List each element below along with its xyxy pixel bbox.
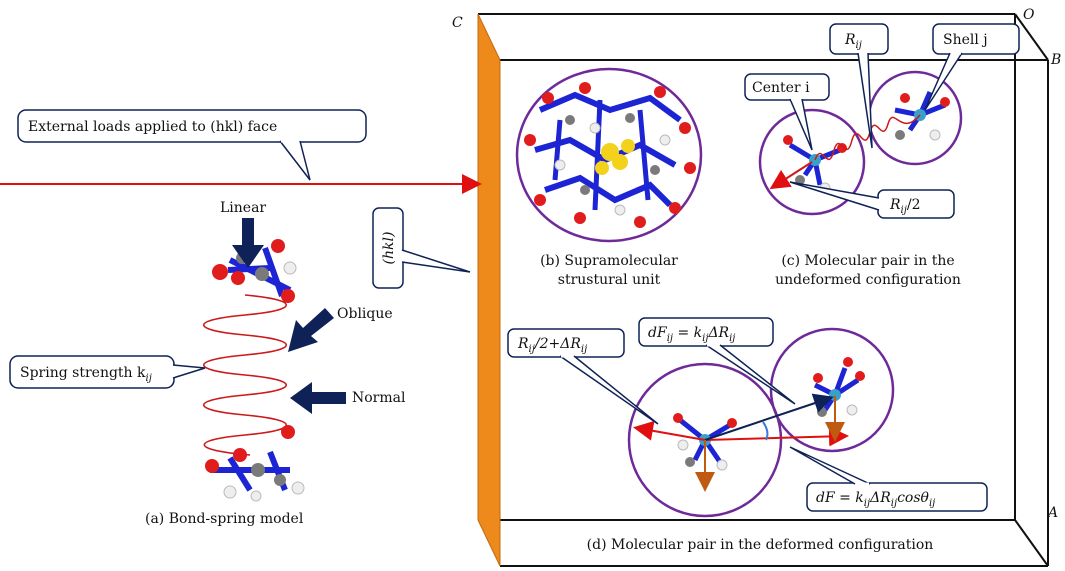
df-sub1: ij xyxy=(864,498,870,509)
r-plus-dr-mid: /2+ΔR xyxy=(533,336,581,352)
caption-b-line1: (b) Supramolecular xyxy=(540,253,678,269)
r-ij-half-sub: ij xyxy=(901,205,907,216)
corner-o: O xyxy=(1023,7,1035,23)
normal-arrow xyxy=(290,382,346,414)
spring-coil xyxy=(203,294,287,456)
r-plus-dr-r: R xyxy=(517,336,529,352)
r-ij-callout: Rij xyxy=(829,23,889,149)
corner-c: C xyxy=(452,15,463,31)
svg-text:Rij/2: Rij/2 xyxy=(889,197,920,216)
df-mid: ΔR xyxy=(869,490,891,506)
svg-text:Rij/2+ΔRij: Rij/2+ΔRij xyxy=(517,336,587,355)
oblique-label: Oblique xyxy=(337,306,393,322)
df-cos: cosθ xyxy=(897,490,929,506)
hkl-label: (hkl) xyxy=(381,232,397,265)
external-loads-callout: External loads applied to (hkl) face xyxy=(17,109,367,181)
df-ij-rhs: = k xyxy=(673,325,702,341)
df-ij-callout: dFij = kijΔRij xyxy=(638,317,796,405)
oblique-arrow xyxy=(288,308,334,352)
svg-text:dFij = kijΔRij: dFij = kijΔRij xyxy=(648,325,735,344)
shell-j-label: Shell j xyxy=(943,32,988,48)
shell-j-callout: Shell j xyxy=(924,23,1020,111)
caption-c-line2: undeformed configuration xyxy=(775,272,961,288)
spring-strength-label: Spring strength k xyxy=(20,365,146,381)
r-ij-half-tail: /2 xyxy=(907,197,921,213)
center-i-callout: Center i xyxy=(744,73,830,151)
df-sub3: ij xyxy=(929,498,935,509)
undeformed-pair: Center i Rij Shell j Rij/2 (c) Molecular… xyxy=(744,23,1020,288)
r-plus-dr-callout: Rij/2+ΔRij xyxy=(507,328,659,425)
svg-text:Spring strength kij: Spring strength kij xyxy=(20,365,152,384)
shell-molecule xyxy=(894,91,950,141)
spring-strength-callout: Spring strength kij xyxy=(9,355,206,389)
corner-a: A xyxy=(1046,505,1058,521)
caption-b-line2: strustural unit xyxy=(558,272,661,288)
deformed-axis-arrow xyxy=(704,393,834,441)
hkl-callout: (hkl) xyxy=(372,207,471,289)
deformed-r-half-arrow xyxy=(633,420,706,441)
external-loads-label: External loads applied to (hkl) face xyxy=(28,119,277,135)
caption-a: (a) Bond-spring model xyxy=(145,511,304,527)
undeformed-spring xyxy=(814,114,921,161)
center-i-label: Center i xyxy=(752,80,810,96)
bottom-molecule xyxy=(205,425,305,502)
spring-strength-sub: ij xyxy=(146,373,152,384)
r-plus-dr-sub2: ij xyxy=(581,344,587,355)
deformed-shell-molecule xyxy=(813,357,865,417)
supramolecular-unit: (b) Supramolecular strustural unit xyxy=(515,67,703,288)
df-ij-lhs: dF xyxy=(648,325,668,341)
theta-arc xyxy=(762,421,769,441)
linear-label: Linear xyxy=(220,200,266,216)
hkl-face xyxy=(477,13,501,567)
r-ij-label: R xyxy=(844,32,856,48)
caption-c-line1: (c) Molecular pair in the xyxy=(781,253,954,269)
normal-label: Normal xyxy=(352,390,406,406)
svg-text:Rij: Rij xyxy=(844,32,862,51)
deformed-pair: Rij/2+ΔRij dFij = kijΔRij dF = kijΔRijco… xyxy=(507,317,988,553)
df-callout: dF = kijΔRijcosθij xyxy=(789,446,988,512)
r-ij-half-label: R xyxy=(889,197,901,213)
linear-arrow xyxy=(232,218,264,268)
df-ij-tail: ΔR xyxy=(707,325,729,341)
r-ij-half-callout: Rij/2 xyxy=(789,181,955,219)
r-plus-dr-sub: ij xyxy=(529,344,535,355)
df-sub2: ij xyxy=(891,498,897,509)
r-ij-sub: ij xyxy=(856,40,862,51)
df-ij-rhs-sub: ij xyxy=(702,333,708,344)
caption-d: (d) Molecular pair in the deformed confi… xyxy=(587,537,934,553)
corner-b: B xyxy=(1050,52,1061,68)
deformed-rij-arrow xyxy=(704,426,849,447)
box-3d xyxy=(478,13,1049,567)
svg-text:dF = kijΔRijcosθij: dF = kijΔRijcosθij xyxy=(816,490,935,509)
bond-spring-model: Linear Oblique Normal Spring strength ki… xyxy=(9,200,406,527)
molecule-cluster xyxy=(524,82,696,228)
df-ij-tail-sub: ij xyxy=(729,333,735,344)
df-ij-lhs-sub: ij xyxy=(667,333,673,344)
df-lhs: dF = k xyxy=(816,490,864,506)
r-ij-half-arrow xyxy=(769,161,813,190)
